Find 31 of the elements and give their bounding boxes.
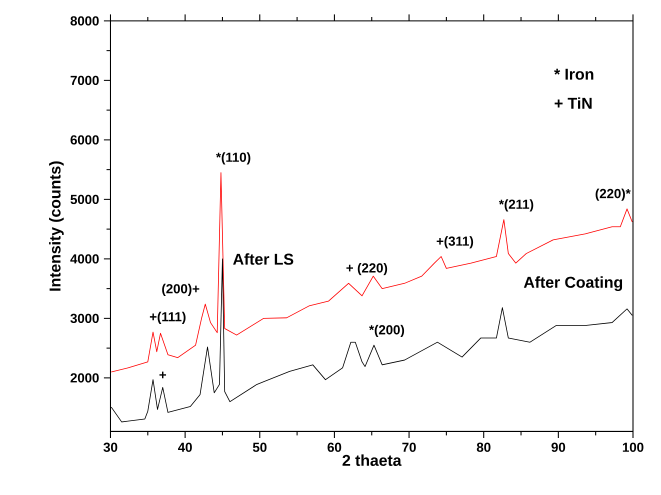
series-label: After Coating xyxy=(524,276,622,292)
annotation: * Iron xyxy=(554,69,594,80)
annotation: (200)+ xyxy=(162,284,200,296)
y-tick-label: 3000 xyxy=(70,314,99,324)
y-tick-label: 8000 xyxy=(70,16,99,26)
x-tick-label: 80 xyxy=(476,442,490,452)
x-tick-label: 70 xyxy=(402,442,416,452)
annotation: +(311) xyxy=(436,236,474,249)
y-tick-label: 5000 xyxy=(70,195,99,204)
annotation: *(110) xyxy=(216,152,250,165)
series-label: After LS xyxy=(233,253,294,266)
y-tick-label: 4000 xyxy=(70,254,99,264)
line-series xyxy=(110,172,633,373)
x-tick-label: 60 xyxy=(328,442,342,452)
y-tick-label: 7000 xyxy=(70,76,99,86)
annotation: *(211) xyxy=(498,200,534,212)
x-axis-title: 2 thaeta xyxy=(342,454,402,466)
x-tick-label: 30 xyxy=(103,442,118,452)
y-tick-label: 6000 xyxy=(70,136,99,145)
annotation: + xyxy=(159,372,166,378)
annotation: + TiN xyxy=(554,98,592,109)
x-tick-label: 90 xyxy=(552,442,566,452)
annotation: +(111) xyxy=(150,312,186,324)
annotation: *(200) xyxy=(369,325,404,338)
x-tick-label: 40 xyxy=(178,442,192,452)
x-tick-label: 100 xyxy=(622,442,644,452)
annotation: + (220) xyxy=(346,263,388,276)
annotation: (220)* xyxy=(596,188,631,202)
y-tick-label: 2000 xyxy=(70,374,99,383)
x-tick-label: 50 xyxy=(252,442,267,452)
y-axis-title: Intensity (counts) xyxy=(49,162,64,291)
